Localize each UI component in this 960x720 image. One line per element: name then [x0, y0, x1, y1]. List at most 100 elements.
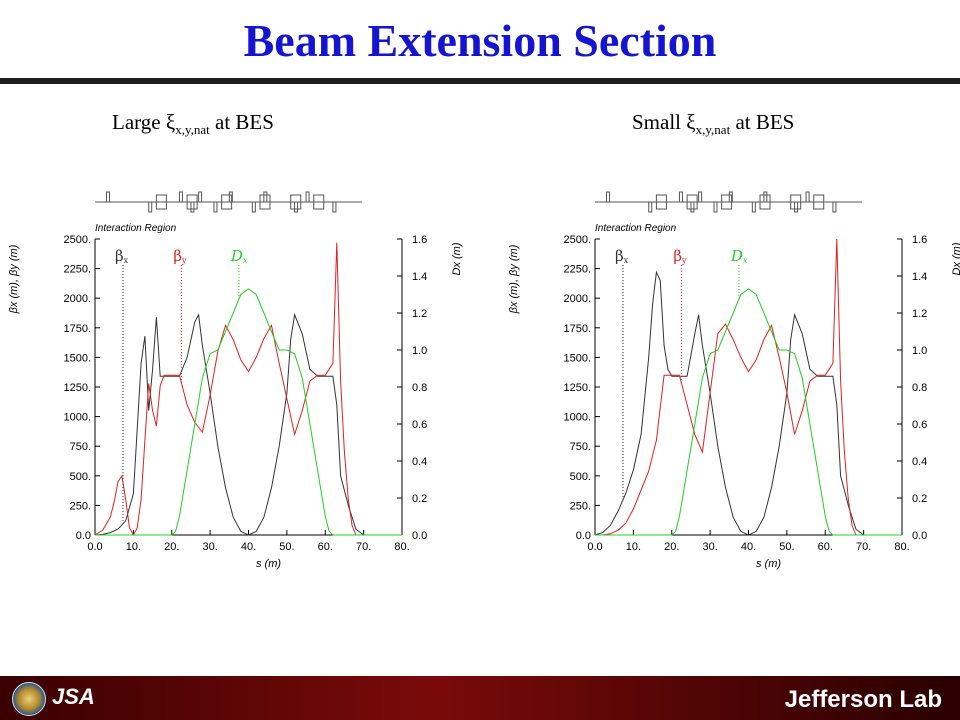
y-tick-label-4: 1000.	[63, 412, 91, 424]
subtitle-symbol: ξ	[165, 110, 176, 134]
y2-tick-label-7: 1.4	[412, 271, 427, 283]
y-tick-label-3: 750.	[570, 441, 591, 453]
lattice-dipole-0	[655, 194, 667, 210]
region-label: Interaction Region	[95, 223, 177, 234]
y-tick-label-0: 0.0	[76, 530, 91, 542]
x-tick-label-0: 0.0	[87, 541, 102, 553]
y-axis-label: βx (m), βy (m)	[508, 244, 520, 314]
subtitle-subscript: x,y,nat	[175, 122, 210, 138]
y-axis-label: βx (m), βy (m)	[8, 244, 20, 314]
lattice-dipole-2	[221, 194, 233, 210]
x-tick-label-4: 40.	[241, 541, 256, 553]
x-tick-label-3: 30.	[202, 541, 217, 553]
doe-seal-logo	[12, 682, 46, 716]
series-line-beta-x	[94, 312, 364, 536]
series-line-dispersion	[95, 288, 402, 536]
y-tick-label-1: 250.	[70, 500, 91, 512]
y2-tick-label-1: 0.2	[412, 493, 427, 505]
lattice-dipole-5	[813, 194, 825, 210]
lattice-magnet-9	[794, 201, 799, 213]
x-tick-label-4: 40.	[741, 541, 756, 553]
y2-tick-label-3: 0.6	[412, 419, 427, 431]
y2-tick-label-0: 0.0	[912, 530, 927, 542]
jsa-logo: JSA	[52, 684, 95, 709]
y2-tick-label-1: 0.2	[912, 493, 927, 505]
x-tick-label-8: 80.	[394, 541, 409, 553]
lattice-magnet-6	[228, 191, 233, 203]
subtitle-suffix: at BES	[209, 110, 274, 134]
lattice-dipole-2	[721, 194, 733, 210]
x-tick-label-7: 70.	[356, 541, 371, 553]
y-tick-label-6: 1500.	[63, 352, 91, 364]
title-bar	[0, 0, 960, 78]
lattice-magnet-3	[190, 201, 195, 213]
x-axis-label: s (m)	[256, 558, 281, 570]
page-title: Beam Extension Section	[243, 15, 717, 66]
x-tick-label-5: 50.	[279, 541, 294, 553]
legend-dispersion: Dx	[230, 247, 248, 265]
lattice-dipole-1	[686, 194, 698, 210]
optics-chart-large: Interaction Region 0.0 250. 500. 750. 1000. 12…	[8, 191, 463, 570]
subtitle-subscript: x,y,nat	[695, 122, 731, 138]
x-tick-label-2: 20.	[664, 541, 679, 553]
x-tick-label-5: 50.	[779, 541, 794, 553]
jefferson-lab-logo: Jefferson Lab	[784, 686, 942, 713]
y2-axis-label: Dx (m)	[451, 242, 463, 275]
subtitle-prefix: Large	[112, 110, 166, 134]
subtitle-symbol: ξ	[686, 110, 696, 134]
lattice-magnet-4	[698, 191, 703, 203]
y2-tick-label-8: 1.6	[412, 234, 427, 246]
y-tick-label-9: 2250.	[563, 264, 591, 276]
series-line-dispersion	[595, 288, 902, 536]
y2-tick-label-5: 1.0	[412, 345, 427, 357]
lattice-dipole-1	[186, 194, 198, 210]
magnet-lattice	[595, 191, 862, 213]
y-tick-label-10: 2500.	[563, 234, 591, 246]
y-tick-label-5: 1250.	[63, 382, 91, 394]
legend-beta-x: βx	[615, 247, 629, 265]
lattice-magnet-2	[678, 191, 683, 203]
title-rule	[0, 78, 960, 84]
y2-tick-label-5: 1.0	[912, 345, 927, 357]
lattice-magnet-1	[148, 201, 153, 213]
lattice-dipole-4	[790, 194, 802, 210]
y-tick-label-10: 2500.	[63, 234, 91, 246]
chart-subtitle-left: Large ξx,y,nat at BES	[112, 110, 274, 138]
y2-tick-label-8: 1.6	[912, 234, 927, 246]
lattice-magnet-8	[763, 191, 768, 203]
legend-beta-x: βx	[115, 247, 129, 265]
y-tick-label-1: 250.	[570, 500, 591, 512]
lattice-magnet-5	[713, 201, 718, 213]
y2-tick-label-2: 0.4	[412, 456, 427, 468]
y2-tick-label-0: 0.0	[412, 530, 427, 542]
y-tick-label-2: 500.	[570, 471, 591, 483]
y2-tick-label-2: 0.4	[912, 456, 927, 468]
lattice-magnet-1	[648, 201, 653, 213]
y2-tick-label-4: 0.8	[412, 382, 427, 394]
legend-beta-y: βy	[173, 247, 187, 265]
x-tick-label-6: 60.	[318, 541, 333, 553]
x-tick-label-0: 0.0	[587, 541, 602, 553]
magnet-lattice	[95, 191, 362, 213]
x-tick-label-1: 10.	[626, 541, 641, 553]
y-tick-label-2: 500.	[70, 471, 91, 483]
x-tick-label-8: 80.	[894, 541, 909, 553]
series-line-beta-y	[595, 238, 864, 536]
footer-bar	[0, 676, 960, 720]
y2-tick-label-7: 1.4	[912, 271, 927, 283]
lattice-dipole-0	[155, 194, 167, 210]
region-label: Interaction Region	[595, 223, 677, 234]
x-tick-label-1: 10.	[126, 541, 141, 553]
lattice-magnet-7	[251, 201, 256, 213]
x-tick-label-6: 60.	[818, 541, 833, 553]
lattice-magnet-8	[263, 191, 268, 203]
y-tick-label-0: 0.0	[576, 530, 591, 542]
lattice-magnet-11	[332, 201, 337, 213]
x-tick-label-2: 20.	[164, 541, 179, 553]
y2-tick-label-4: 0.8	[912, 382, 927, 394]
x-axis-label: s (m)	[756, 558, 781, 570]
lattice-magnet-3	[690, 201, 695, 213]
subtitle-prefix: Small	[632, 110, 687, 134]
legend-dispersion: Dx	[730, 247, 748, 265]
series-line-beta-x	[594, 270, 864, 536]
